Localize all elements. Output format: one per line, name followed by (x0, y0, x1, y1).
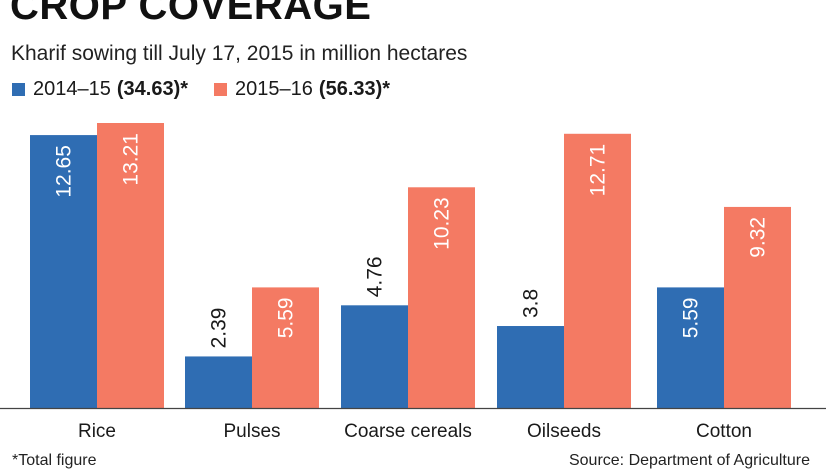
data-label-cotton-2014-15: 5.59 (680, 297, 703, 338)
bar-rice-2015-16 (97, 123, 164, 408)
bar-cotton-2014-15 (657, 287, 724, 408)
category-label-oilseeds: Oilseeds (527, 421, 601, 442)
bar-cotton-2015-16 (724, 206, 791, 408)
legend-label-2014-15: 2014–15 (33, 78, 111, 100)
data-label-oilseeds-2014-15: 3.8 (520, 289, 543, 318)
data-label-coarse-cereals-2015-16: 10.23 (431, 197, 454, 250)
legend-total-2014-15: (34.63)* (116, 78, 189, 100)
category-label-pulses: Pulses (223, 421, 280, 442)
legend-label-2015-16: 2015–16 (235, 78, 313, 100)
bar-pulses-2015-16 (252, 287, 319, 408)
data-label-oilseeds-2015-16: 12.71 (587, 144, 610, 197)
data-label-coarse-cereals-2014-15: 4.76 (364, 256, 387, 297)
bar-pulses-2014-15 (185, 356, 252, 408)
legend-swatch-2014-15 (12, 83, 25, 96)
legend-item-2014-15: 2014–15 (34.63)* (12, 78, 188, 101)
data-label-pulses-2014-15: 2.39 (208, 308, 231, 349)
footnote: *Total figure (12, 452, 97, 469)
category-label-coarse-cereals: Coarse cereals (344, 421, 472, 442)
bar-coarse-cereals-2015-16 (408, 187, 475, 408)
category-label-rice: Rice (78, 421, 116, 442)
data-label-cotton-2015-16: 9.32 (747, 217, 770, 258)
data-label-rice-2015-16: 13.21 (120, 133, 143, 186)
data-label-rice-2014-15: 12.65 (53, 145, 76, 198)
bar-rice-2014-15 (30, 135, 97, 408)
data-label-pulses-2015-16: 5.59 (275, 297, 298, 338)
legend: 2014–15 (34.63)* 2015–16 (56.33)* (12, 78, 416, 101)
source-note: Source: Department of Agriculture (568, 452, 810, 469)
bar-oilseeds-2015-16 (564, 133, 631, 408)
legend-swatch-2015-16 (214, 83, 228, 96)
chart-subtitle: Kharif sowing till July 17, 2015 in mill… (11, 42, 468, 65)
category-label-cotton: Cotton (696, 421, 752, 442)
bar-oilseeds-2014-15 (497, 326, 564, 408)
legend-item-2015-16: 2015–16 (56.33)* (214, 78, 390, 101)
legend-total-2015-16: (56.33)* (318, 78, 391, 100)
chart-title: CROP COVERAGE (10, 0, 372, 28)
bar-coarse-cereals-2014-15 (341, 305, 408, 408)
